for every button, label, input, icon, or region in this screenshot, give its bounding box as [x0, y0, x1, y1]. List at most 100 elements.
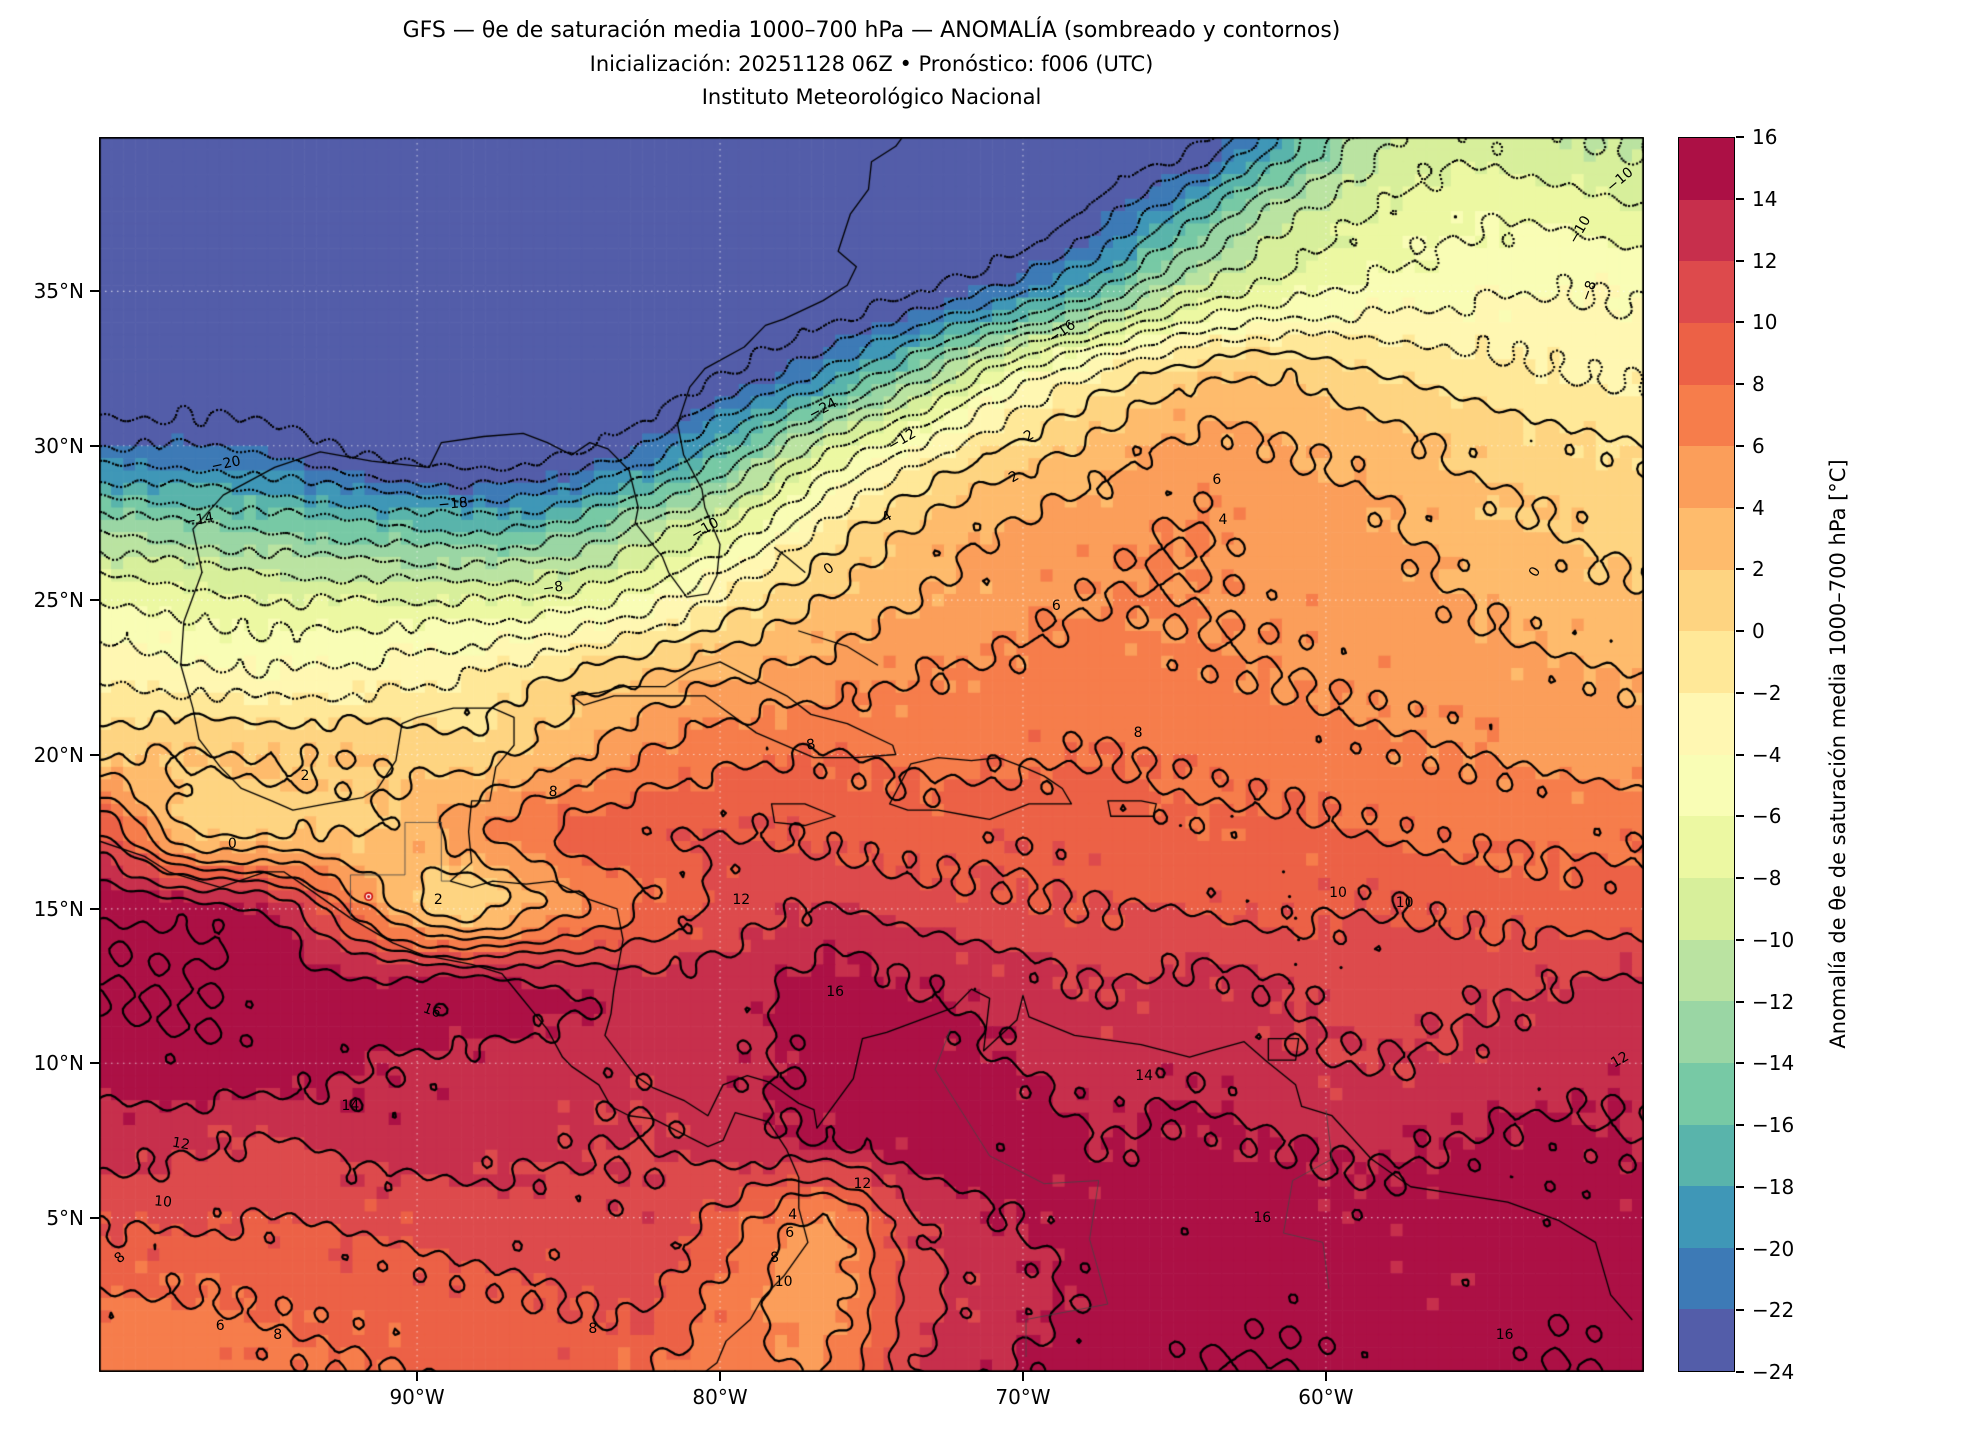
colorbar-segment	[1679, 261, 1734, 323]
colorbar-segment	[1679, 384, 1734, 447]
colorbar-tick-label: 2	[1752, 557, 1765, 582]
colorbar-segment	[1679, 692, 1734, 755]
colorbar-segment	[1679, 507, 1734, 570]
contour-label: 6	[1212, 471, 1222, 488]
y-tick-mark	[90, 599, 99, 602]
contour-label: 10	[774, 1274, 793, 1291]
x-tick-mark	[719, 1372, 722, 1381]
contour-label: 2	[433, 891, 443, 908]
colorbar-tick-mark	[1736, 691, 1744, 694]
colorbar-tick-mark	[1736, 383, 1744, 385]
y-tick-label: 30°N	[33, 433, 84, 458]
colorbar-segment	[1679, 631, 1734, 693]
colorbar-segment	[1679, 138, 1734, 200]
colorbar-tick-mark	[1736, 197, 1744, 200]
colorbar-tick-label: 0	[1752, 619, 1765, 643]
colorbar-tick-mark	[1736, 753, 1744, 756]
contour-label: 6	[215, 1317, 225, 1334]
colorbar-segment	[1679, 939, 1734, 1002]
y-tick-label: 25°N	[33, 588, 84, 613]
x-tick-mark	[1021, 1372, 1024, 1381]
colorbar-tick-label: −12	[1752, 989, 1795, 1014]
colorbar-tick-label: −2	[1752, 680, 1782, 705]
contour-label: 8	[548, 783, 559, 800]
colorbar-tick-mark	[1736, 1124, 1744, 1126]
contour-label: 14	[341, 1098, 360, 1115]
colorbar-tick-label: 16	[1752, 125, 1778, 149]
colorbar-tick-label: 8	[1752, 372, 1765, 396]
colorbar-tick-mark	[1736, 1309, 1744, 1312]
contour-label: 0	[227, 836, 237, 853]
y-tick-mark	[90, 1216, 99, 1219]
colorbar-segment	[1679, 569, 1734, 632]
x-tick-label: 80°W	[692, 1385, 748, 1409]
x-tick-label: 90°W	[389, 1385, 445, 1409]
figure-header: GFS — θe de saturación media 1000–700 hP…	[99, 14, 1644, 114]
contour-label: 8	[1133, 724, 1143, 741]
figure-institution: Instituto Meteorológico Nacional	[701, 85, 1042, 109]
x-tick-mark	[416, 1372, 419, 1381]
contour-label: 8	[588, 1320, 598, 1337]
y-tick-label: 10°N	[33, 1051, 84, 1076]
colorbar-tick-label: −16	[1752, 1113, 1795, 1137]
y-tick-mark	[90, 290, 99, 293]
colorbar-segment	[1679, 322, 1734, 385]
colorbar-tick-label: 12	[1752, 248, 1778, 273]
colorbar	[1678, 137, 1735, 1372]
contour-label: 2	[300, 768, 310, 785]
contour-label: 12	[853, 1175, 872, 1192]
x-tick-label: 70°W	[995, 1385, 1051, 1409]
colorbar-tick-label: −24	[1752, 1360, 1795, 1384]
contour-label: −8	[542, 578, 565, 598]
colorbar-tick-label: 14	[1752, 186, 1778, 211]
contour-label: 6	[1051, 598, 1061, 615]
figure-subtitle-init-forecast: Inicialización: 20251128 06Z • Pronóstic…	[589, 52, 1154, 76]
contour-label: 10	[1329, 885, 1347, 902]
contour-label: 16	[1495, 1326, 1514, 1343]
colorbar-tick-mark	[1736, 506, 1744, 509]
colorbar-tick-label: 4	[1752, 495, 1765, 520]
colorbar-tick-label: −8	[1752, 866, 1782, 890]
colorbar-tick-mark	[1736, 938, 1744, 941]
x-tick-mark	[1324, 1372, 1327, 1381]
contour-label: 8	[770, 1249, 780, 1266]
colorbar-tick-mark	[1736, 136, 1744, 138]
contour-label: 10	[1395, 894, 1414, 911]
contour-label: −18	[438, 495, 469, 514]
contour-label: 4	[788, 1206, 798, 1223]
colorbar-segment	[1679, 754, 1734, 817]
colorbar-segment	[1679, 446, 1734, 508]
colorbar-tick-mark	[1736, 1371, 1744, 1373]
colorbar-label: Anomalía de θe de saturación media 1000–…	[1826, 459, 1850, 1049]
colorbar-segment	[1679, 1001, 1734, 1063]
y-tick-label: 20°N	[33, 742, 84, 767]
colorbar-tick-label: −20	[1752, 1236, 1795, 1261]
x-tick-label: 60°W	[1298, 1385, 1354, 1409]
colorbar-segment	[1679, 1186, 1734, 1248]
colorbar-tick-mark	[1736, 1247, 1744, 1250]
colorbar-tick-mark	[1736, 444, 1744, 447]
colorbar-tick-label: 6	[1752, 433, 1765, 458]
colorbar-tick-mark	[1736, 1185, 1744, 1188]
y-tick-label: 5°N	[46, 1205, 84, 1230]
colorbar-segment	[1679, 1124, 1734, 1187]
colorbar-segment	[1679, 816, 1734, 878]
anomaly-map-canvas	[99, 137, 1644, 1372]
y-tick-mark	[90, 753, 99, 756]
y-tick-label: 35°N	[33, 279, 84, 304]
colorbar-tick-mark	[1736, 321, 1744, 324]
contour-label: 12	[732, 891, 751, 908]
colorbar-segment	[1679, 199, 1734, 262]
contour-label: 14	[1135, 1067, 1154, 1084]
colorbar-segment	[1679, 877, 1734, 940]
colorbar-tick-label: −6	[1752, 804, 1782, 829]
colorbar-tick-label: −18	[1752, 1174, 1795, 1199]
colorbar-tick-label: 10	[1752, 310, 1778, 335]
contour-label: 16	[1253, 1209, 1272, 1226]
contour-label: 6	[785, 1225, 795, 1242]
colorbar-tick-mark	[1736, 259, 1744, 262]
colorbar-tick-mark	[1736, 815, 1744, 818]
colorbar-tick-label: −14	[1752, 1051, 1795, 1076]
colorbar-tick-label: −22	[1752, 1298, 1795, 1323]
